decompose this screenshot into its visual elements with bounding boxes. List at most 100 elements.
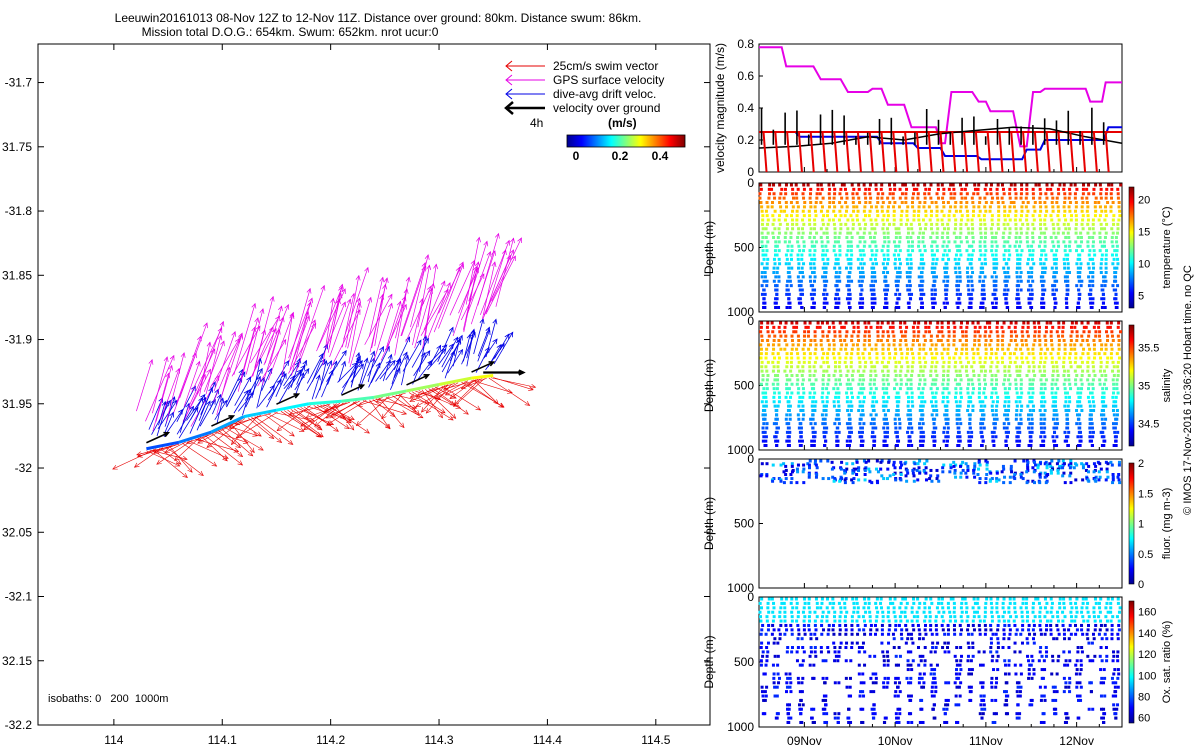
profile-point [1102, 382, 1106, 386]
profile-point [800, 439, 804, 443]
profile-point [874, 426, 878, 430]
gps-vector-head [341, 301, 346, 308]
swim-vector [224, 427, 264, 451]
profile-point [979, 301, 983, 305]
profile-point [903, 183, 907, 187]
profile-point [1002, 257, 1006, 261]
profile-point [1081, 218, 1085, 222]
swim-vector-head [399, 422, 405, 429]
swim-vector-head [174, 455, 180, 462]
profile-point [850, 391, 854, 395]
profile-point [953, 227, 957, 231]
profile-point [800, 257, 804, 261]
profile-point [1019, 192, 1023, 196]
profile-point [946, 201, 950, 204]
swim-vector-head [333, 426, 339, 432]
profile-point [977, 214, 981, 218]
profile-point [855, 218, 859, 222]
profile-point [1030, 426, 1034, 430]
colorbar-label: Ox. sat. ratio (%) [1161, 621, 1173, 704]
profile-point [812, 227, 816, 231]
profile-point [873, 240, 877, 244]
profile-point [1033, 334, 1037, 338]
profile-point [990, 244, 994, 248]
profile-point [759, 663, 763, 667]
profile-point [839, 227, 843, 231]
profile-point [966, 404, 970, 408]
profile-point [1079, 430, 1083, 434]
drift-vector [233, 390, 249, 414]
profile-point [1026, 347, 1030, 351]
swim-vector [211, 433, 243, 457]
gps-vector [281, 313, 293, 377]
profile-point [1020, 391, 1024, 395]
profile-point [911, 404, 915, 408]
profile-point [1044, 257, 1048, 261]
profile-point [892, 339, 896, 342]
profile-point [982, 214, 986, 218]
profile-point [1080, 360, 1084, 364]
profile-point [904, 201, 908, 204]
profile-point [918, 382, 922, 386]
profile-point [1051, 435, 1055, 439]
swim-vector-head [507, 389, 513, 394]
profile-point [953, 240, 957, 244]
profile-point [765, 201, 769, 204]
profile-point [910, 244, 914, 248]
profile-point [978, 196, 982, 200]
profile-point [940, 330, 944, 334]
gps-vector [257, 339, 287, 387]
profile-point [978, 387, 982, 391]
profile-point [820, 395, 824, 399]
drift-vector-head [178, 408, 184, 415]
profile-point [1062, 360, 1066, 364]
profile-point [936, 218, 940, 222]
profile-point [1094, 464, 1098, 468]
profile-point [959, 395, 963, 399]
profile-point [959, 253, 963, 257]
profile-point [896, 284, 900, 288]
profile-point [848, 292, 852, 296]
profile-point [921, 279, 925, 283]
profile-point [1100, 374, 1104, 377]
profile-point [786, 720, 790, 724]
profile-point [802, 205, 806, 209]
profile-point [763, 301, 767, 305]
profile-point [1018, 218, 1022, 222]
drift-vector [295, 372, 304, 395]
profile-point [930, 222, 934, 226]
profile-point [883, 306, 887, 309]
profile-point [766, 628, 770, 632]
profile-point [1079, 404, 1083, 408]
profile-point [897, 257, 901, 261]
profile-point [997, 478, 1001, 482]
profile-point [981, 301, 985, 305]
profile-point [1019, 231, 1023, 235]
profile-point [976, 330, 980, 334]
gps-vector [295, 319, 316, 372]
profile-point [1064, 253, 1068, 257]
swim-vector-head [137, 452, 143, 458]
profile-point [997, 209, 1001, 213]
profile-point [1109, 321, 1113, 325]
profile-point [920, 257, 924, 261]
profile-point [765, 249, 769, 253]
profile-point [873, 395, 877, 399]
profile-point [1039, 444, 1043, 447]
panel-ytick-label: 1000 [727, 581, 754, 595]
profile-point [765, 646, 769, 650]
profile-point [834, 391, 838, 395]
profile-point [787, 271, 791, 274]
profile-point [822, 360, 826, 364]
track-segment [406, 383, 440, 393]
profile-point [1009, 360, 1013, 364]
profile-point [826, 209, 830, 213]
profile-point [855, 214, 859, 218]
profile-point [952, 196, 956, 200]
profile-point [886, 330, 890, 334]
profile-point [807, 601, 811, 605]
profile-point [952, 321, 956, 325]
profile-point [857, 222, 861, 226]
swim-vector [156, 439, 193, 465]
profile-point [920, 391, 924, 395]
